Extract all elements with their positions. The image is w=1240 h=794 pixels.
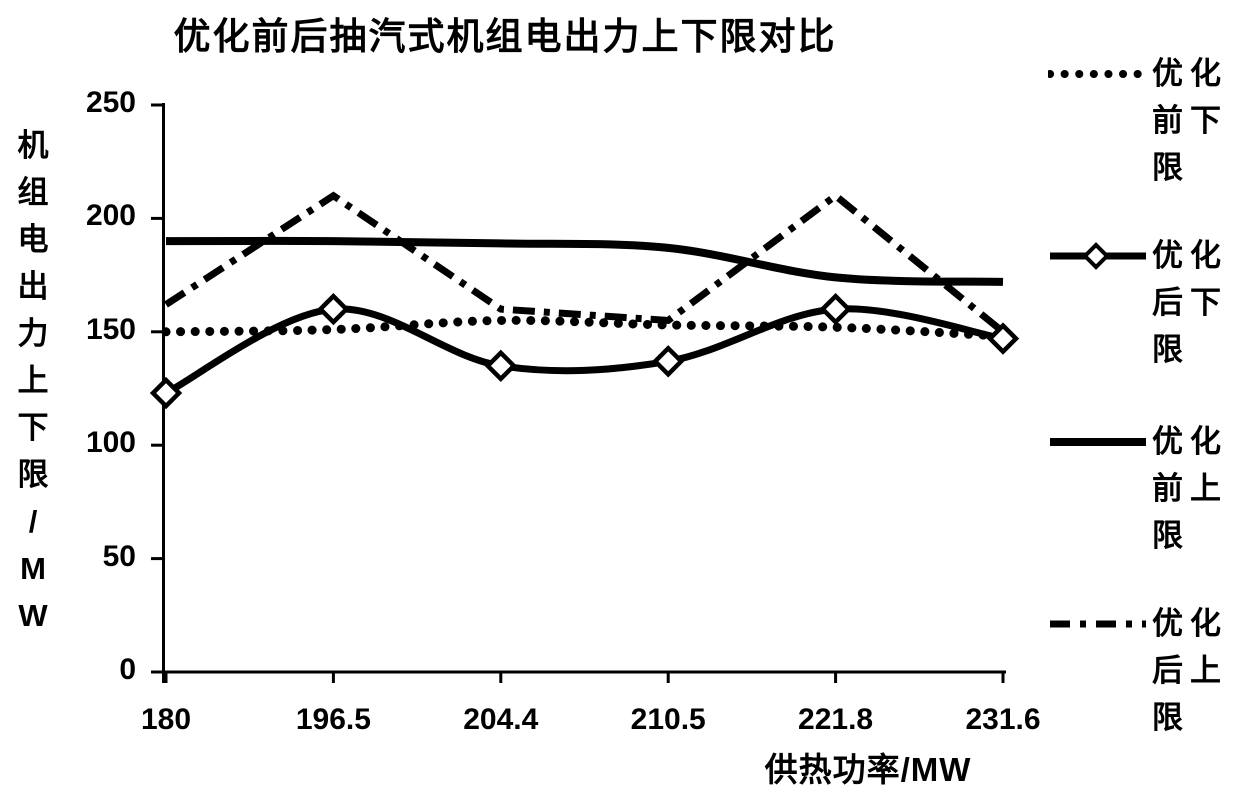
y-tick-label: 0 — [119, 653, 136, 686]
x-tick-label: 196.5 — [295, 703, 371, 736]
x-tick-label: 221.8 — [798, 703, 874, 736]
y-tick-label: 200 — [85, 199, 136, 233]
x-axis-title: 供热功率/MW — [764, 751, 972, 788]
legend-label-pre-opt-lower: 优化前下限 — [1152, 56, 1228, 185]
marker-diamond-post-opt-lower — [986, 322, 1020, 355]
legend-label-pre-opt-upper: 优化前上限 — [1152, 424, 1228, 553]
y-axis-title: 机 组 电 出 力 上 下 限 / M W — [17, 128, 49, 633]
series-post-opt-lower-line — [164, 305, 1004, 397]
marker-diamond-post-opt-lower — [317, 292, 350, 326]
legend-label-post-opt-upper: 优化后上限 — [1152, 606, 1228, 735]
series-pre-opt-upper-line — [165, 236, 1004, 286]
x-tick-label: 204.4 — [463, 703, 539, 736]
marker-diamond-post-opt-lower — [149, 376, 183, 410]
chart-title: 优化前后抽汽式机组电出力上下限对比 — [173, 16, 837, 57]
y-tick-label: 50 — [102, 539, 136, 573]
x-tick-label: 231.6 — [965, 703, 1041, 736]
legend-sample-dotted-line — [1048, 70, 1148, 78]
legend-item-post-opt-lower: 优化后下限 — [1048, 232, 1240, 373]
axes — [151, 103, 1006, 683]
y-tick-label: 150 — [85, 312, 136, 346]
legend-sample-solid-line — [1050, 242, 1146, 270]
series-post-opt-upper-line — [164, 191, 1006, 335]
legend: 优化前下限优化后下限优化前上限优化后上限 — [1048, 0, 1240, 794]
y-tick-label: 250 — [85, 86, 136, 119]
x-tick-label: 180 — [140, 703, 192, 736]
legend-label-post-opt-lower: 优化后下限 — [1152, 238, 1228, 367]
legend-marker-diamond — [1082, 242, 1110, 270]
legend-sample-dashdot-line — [1050, 620, 1146, 628]
series-pre-opt-lower-line — [161, 315, 1008, 341]
y-tick-label: 100 — [85, 426, 136, 460]
legend-item-pre-opt-lower: 优化前下限 — [1048, 50, 1240, 191]
marker-diamond-post-opt-lower — [484, 349, 517, 383]
marker-diamond-post-opt-lower — [819, 292, 852, 326]
marker-diamond-post-opt-lower — [652, 345, 685, 378]
legend-sample-solid-line — [1050, 438, 1146, 446]
legend-item-post-opt-upper: 优化后上限 — [1048, 600, 1240, 741]
x-tick-label: 210.5 — [630, 703, 706, 736]
legend-item-pre-opt-upper: 优化前上限 — [1048, 418, 1240, 559]
